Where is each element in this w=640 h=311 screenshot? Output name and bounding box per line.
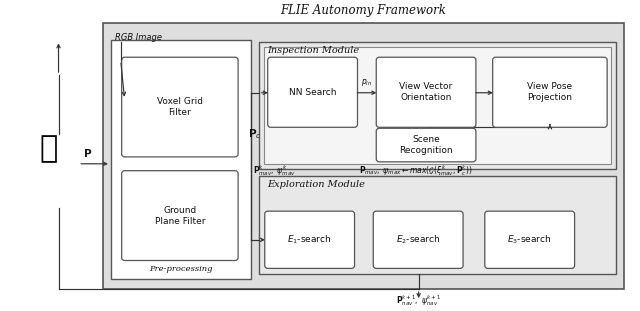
FancyBboxPatch shape: [484, 211, 575, 268]
Text: Scene
Recognition: Scene Recognition: [399, 135, 453, 155]
Bar: [111, 40, 251, 279]
Text: NN Search: NN Search: [289, 88, 337, 97]
FancyBboxPatch shape: [376, 57, 476, 127]
Text: $\mathbf{P}_{mav}^{k},\ \psi_{mav}^{k}$: $\mathbf{P}_{mav}^{k},\ \psi_{mav}^{k}$: [253, 163, 296, 178]
FancyBboxPatch shape: [493, 57, 607, 127]
Text: Voxel Grid
Filter: Voxel Grid Filter: [157, 97, 203, 117]
Text: View Vector
Orientation: View Vector Orientation: [399, 82, 452, 102]
Text: Inspection Module: Inspection Module: [267, 46, 359, 55]
Text: Exploration Module: Exploration Module: [267, 179, 365, 188]
FancyBboxPatch shape: [122, 171, 238, 261]
Text: $E_3$-search: $E_3$-search: [508, 234, 552, 246]
FancyBboxPatch shape: [268, 57, 358, 127]
Text: RGB Image: RGB Image: [115, 33, 162, 42]
Text: Ground
Plane Filter: Ground Plane Filter: [155, 206, 205, 226]
Text: View Pose
Projection: View Pose Projection: [527, 82, 572, 102]
Text: $\mathbf{P}$: $\mathbf{P}$: [83, 147, 93, 159]
Bar: [103, 23, 624, 289]
Text: $\mathbf{P}_{nav}^{k+1},\ \psi_{nav}^{k+1}$: $\mathbf{P}_{nav}^{k+1},\ \psi_{nav}^{k+…: [396, 293, 442, 308]
Text: $p_{in}$: $p_{in}$: [361, 77, 372, 88]
Bar: [259, 42, 616, 169]
FancyBboxPatch shape: [122, 57, 238, 157]
Text: Pre-processing: Pre-processing: [149, 265, 212, 273]
Text: $\mathbf{P}_{mav},\ \psi_{max}\leftarrow max(\mathcal{G}(\xi_{mav}^{k},\mathbf{P: $\mathbf{P}_{mav},\ \psi_{max}\leftarrow…: [360, 163, 473, 178]
Text: $\mathbf{P}_c$: $\mathbf{P}_c$: [248, 127, 262, 141]
Bar: [259, 176, 616, 274]
Text: $E_1$-search: $E_1$-search: [287, 234, 332, 246]
FancyBboxPatch shape: [373, 211, 463, 268]
Text: 🚁: 🚁: [40, 134, 58, 164]
Text: $E_2$-search: $E_2$-search: [396, 234, 440, 246]
Bar: [264, 47, 611, 164]
FancyBboxPatch shape: [265, 211, 355, 268]
Text: FLIE Autonomy Framework: FLIE Autonomy Framework: [280, 4, 446, 17]
FancyBboxPatch shape: [376, 128, 476, 162]
